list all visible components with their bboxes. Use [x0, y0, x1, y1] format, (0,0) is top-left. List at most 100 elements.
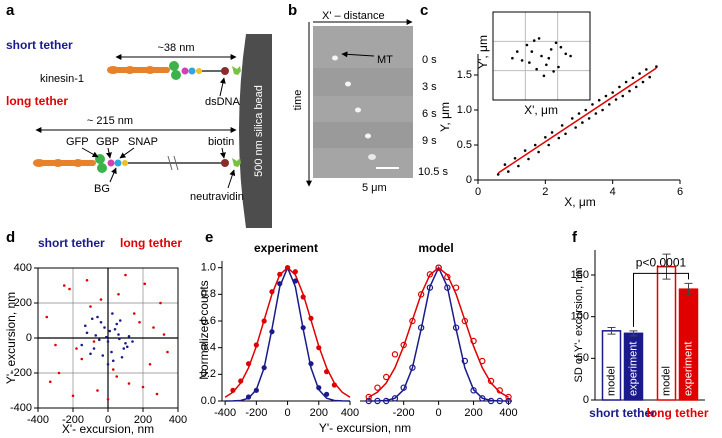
panel-label: d	[6, 229, 15, 246]
length-label: ~ 215 nm	[87, 115, 133, 127]
point	[62, 284, 66, 287]
point	[461, 317, 469, 325]
x-tick-label: 0	[475, 186, 481, 198]
x-tick-label: 400	[169, 414, 187, 426]
x-tick-label: 200	[134, 414, 152, 426]
point	[99, 298, 103, 301]
biotin-label: biotin	[208, 136, 234, 148]
point	[253, 342, 259, 348]
point	[71, 394, 75, 398]
point	[94, 334, 98, 337]
y-tick-label: 0.2	[201, 368, 216, 380]
point	[409, 364, 416, 371]
point	[99, 320, 103, 324]
scale-label: 5 μm	[362, 182, 387, 194]
point	[503, 163, 507, 166]
point	[269, 289, 275, 295]
point	[111, 368, 115, 371]
point	[542, 74, 546, 78]
point	[323, 391, 330, 397]
curve	[225, 265, 351, 402]
point	[245, 394, 252, 400]
point	[496, 397, 503, 405]
point	[554, 41, 558, 45]
point	[557, 65, 560, 69]
x-axis-label: X, μm	[564, 195, 596, 209]
x-tick-label: 6	[677, 186, 683, 198]
x-tick-label: -200	[245, 407, 267, 419]
point	[127, 382, 131, 385]
point	[496, 173, 500, 176]
point	[277, 281, 283, 287]
point	[520, 59, 524, 62]
point	[517, 164, 520, 168]
point	[117, 292, 120, 296]
point	[110, 350, 113, 354]
point	[391, 395, 399, 402]
point	[118, 337, 121, 341]
point	[435, 264, 442, 271]
point	[641, 80, 645, 84]
time-label: 0 s	[422, 54, 437, 66]
category-label: long tether	[647, 406, 709, 420]
kinesin-label: kinesin-1	[40, 73, 84, 85]
long-tether-label: long tether	[6, 94, 68, 108]
point	[505, 397, 512, 405]
legend-entry: short tether	[38, 236, 105, 250]
point	[125, 345, 129, 349]
point	[96, 389, 99, 392]
point	[85, 331, 89, 335]
point	[383, 373, 390, 381]
point	[292, 269, 298, 275]
point	[323, 369, 330, 375]
point	[604, 94, 608, 98]
short-construct	[107, 61, 241, 80]
point	[601, 108, 604, 112]
bar-label: model	[605, 366, 617, 396]
point	[581, 121, 584, 124]
point	[417, 291, 425, 298]
x-tick-label: 400	[499, 407, 517, 419]
point	[487, 397, 495, 405]
point	[57, 371, 61, 375]
point	[106, 340, 110, 343]
point	[374, 397, 381, 405]
point	[470, 387, 477, 394]
bg-label: BG	[94, 183, 110, 195]
x-tick-label: 0	[436, 407, 442, 419]
point	[45, 315, 49, 319]
x-tick-label: 0	[284, 407, 290, 419]
point	[124, 273, 127, 277]
point	[547, 143, 550, 147]
y-tick-label: 0.5	[457, 139, 472, 151]
point	[117, 333, 120, 336]
point	[111, 312, 114, 315]
point	[564, 132, 567, 136]
gbp-label: GBP	[96, 136, 119, 148]
point	[96, 315, 99, 319]
point	[574, 126, 577, 129]
bar-label: experiment	[682, 342, 694, 396]
point	[308, 315, 314, 321]
x-tick-label: -200	[62, 414, 84, 426]
mt-label: MT	[377, 54, 393, 66]
image-b: X' – distance time MT 0 s 3 s 6 s 9 s 10…	[292, 10, 449, 194]
point	[104, 335, 108, 339]
point	[111, 359, 115, 363]
point	[545, 63, 548, 67]
point	[92, 340, 96, 343]
chart-title: experiment	[254, 241, 318, 255]
point	[638, 72, 641, 75]
error-bar	[684, 282, 693, 296]
y-tick-label: 150	[571, 269, 589, 281]
point	[97, 338, 101, 342]
point	[577, 112, 581, 115]
point	[101, 354, 105, 357]
point	[621, 94, 625, 98]
point	[564, 52, 568, 56]
x-axis-label: X' – distance	[322, 10, 385, 22]
y-tick-label: 0.8	[201, 288, 216, 300]
point	[479, 395, 486, 402]
